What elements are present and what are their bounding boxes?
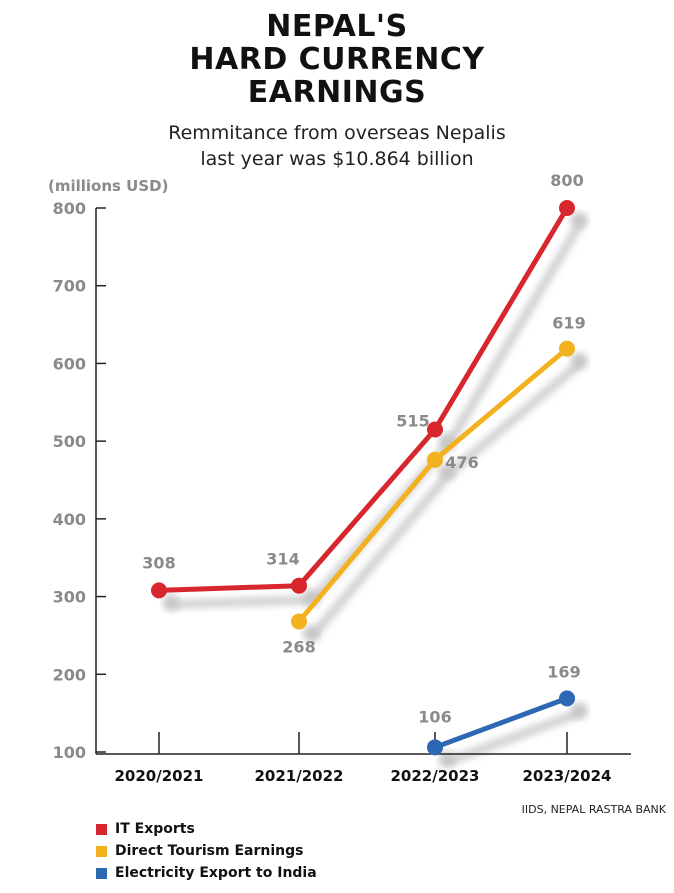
subtitle-line-1: Remmitance from overseas Nepalis [168, 122, 506, 144]
point-shadow [571, 702, 587, 719]
data-label-it-exports: 308 [142, 553, 175, 572]
data-point-it-exports [291, 577, 307, 594]
legend-item-tourism: Direct Tourism Earnings [96, 840, 317, 862]
data-point-tourism [559, 340, 575, 357]
legend-item-electricity: Electricity Export to India [96, 862, 317, 884]
point-shadow [571, 212, 587, 228]
legend-item-it-exports: IT Exports [96, 818, 317, 840]
y-tick-label: 600 [53, 354, 86, 373]
y-axis-unit-label: (millions USD) [48, 177, 169, 195]
title-line-2: HARD CURRENCY [189, 42, 485, 77]
data-label-it-exports: 515 [396, 411, 429, 430]
data-point-tourism [291, 613, 307, 630]
point-shadow [439, 751, 455, 768]
x-tick-label: 2020/2021 [115, 767, 204, 785]
data-labels: 308 314 515 800 268 476 619 106 169 [142, 171, 585, 726]
y-tick-label: 200 [53, 665, 86, 684]
data-point-tourism [427, 451, 443, 468]
x-tick-label: 2023/2024 [523, 767, 612, 785]
subtitle-line-2: last year was $10.864 billion [200, 148, 474, 170]
legend-label-tourism: Direct Tourism Earnings [115, 843, 304, 859]
title-line-1: NEPAL'S [266, 9, 408, 44]
chart-title: NEPAL'S HARD CURRENCY EARNINGS [0, 10, 674, 109]
series-shadow-electricity [445, 708, 585, 765]
data-label-tourism: 476 [445, 453, 478, 472]
series-shadows [163, 212, 587, 768]
series-line-it-exports [156, 205, 570, 593]
y-tick-label: 300 [53, 588, 86, 607]
axes: 100 200 300 400 500 600 700 800 2020/2021 2021/20… [53, 199, 631, 785]
line-chart: 100 200 300 400 500 600 700 800 2020/2021 2021/20… [53, 171, 631, 785]
point-shadow [163, 594, 179, 611]
y-tick-label: 700 [53, 277, 86, 296]
chart-subtitle: Remmitance from overseas Nepalis last ye… [0, 120, 674, 172]
data-point-it-exports [427, 421, 443, 438]
x-tick-label: 2022/2023 [391, 767, 480, 785]
x-tick-label: 2021/2022 [255, 767, 344, 785]
data-label-tourism: 619 [552, 314, 585, 333]
source-note: IIDS, NEPAL RASTRA BANK [521, 803, 666, 816]
title-line-3: EARNINGS [247, 75, 427, 110]
data-label-it-exports: 314 [266, 550, 299, 569]
data-label-it-exports: 800 [550, 171, 583, 190]
legend-swatch-it-exports [96, 823, 107, 835]
data-label-electricity: 106 [418, 707, 451, 726]
series-line-electricity [432, 695, 570, 750]
point-shadow [303, 625, 319, 642]
series-shadow-tourism [309, 359, 585, 639]
y-tick-label: 400 [53, 510, 86, 529]
point-shadow [571, 352, 587, 369]
legend: IT Exports Direct Tourism Earnings Elect… [96, 818, 317, 884]
series-line-tourism [296, 346, 570, 624]
legend-label-electricity: Electricity Export to India [115, 865, 317, 881]
data-label-tourism: 268 [282, 637, 315, 656]
data-point-it-exports [559, 200, 575, 216]
data-label-electricity: 169 [547, 662, 580, 681]
data-point-electricity [559, 690, 575, 707]
point-shadow [439, 463, 455, 480]
y-tick-label: 800 [53, 199, 86, 218]
y-tick-label: 500 [53, 432, 86, 451]
data-point-it-exports [151, 582, 167, 599]
legend-swatch-tourism [96, 845, 107, 857]
y-tick-label: 100 [53, 743, 86, 762]
legend-swatch-electricity [96, 867, 107, 879]
data-point-electricity [427, 739, 443, 756]
legend-label-it-exports: IT Exports [115, 821, 195, 837]
series-group [151, 200, 575, 756]
